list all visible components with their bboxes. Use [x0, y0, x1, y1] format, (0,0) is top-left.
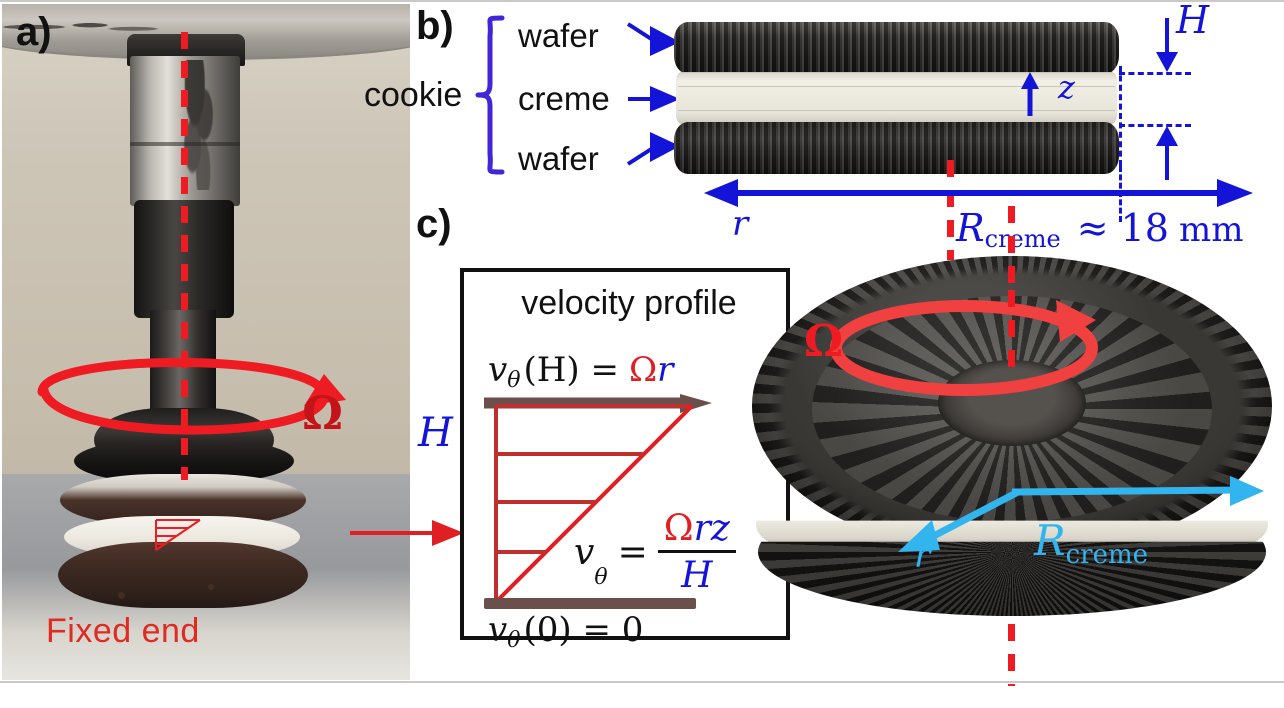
cookie-bottom-wafer-photo [58, 542, 308, 608]
panel-a-label: a) [16, 10, 52, 54]
theta-subscript-bottom: θ [507, 628, 521, 653]
arrow-to-top-wafer-icon [626, 22, 680, 56]
top-boundary-condition: vθ(H) = Ωr [488, 350, 673, 393]
h-arrow-down-icon [1156, 18, 1178, 72]
h-arrow-up-icon [1156, 126, 1178, 180]
rz-numerator: rz [693, 508, 730, 549]
velocity-profile-triangle [494, 404, 694, 604]
panel-b-cross-section: b) cookie wafer creme wafer [364, 0, 1284, 265]
term-wafer-top: wafer [518, 17, 599, 54]
gap-H-label: H [418, 410, 453, 456]
fraction-numerator: Ωrz [657, 508, 736, 553]
panel-a-omega-label: Ω [302, 386, 343, 440]
frame-top-rule [0, 0, 1284, 2]
crumb [118, 592, 125, 599]
bottom-fixed-plate [484, 598, 696, 609]
velocity-profile-title: velocity profile [521, 284, 737, 322]
oreo-axis-bottom [1008, 624, 1015, 686]
Rcreme-arrow-icon [947, 179, 1253, 207]
R-subscript: creme [984, 225, 1061, 253]
equals-sign: = [617, 531, 648, 573]
velocity-profile-box: velocity profile vθ(H) = Ωr [460, 268, 790, 653]
arg-top: (H) = [523, 350, 619, 390]
wafer-bottom-graphic [674, 122, 1119, 174]
arg-bottom: (0) = 0 [523, 610, 644, 650]
z-axis-arrow-icon [1021, 72, 1039, 116]
r-top-rhs: r [657, 350, 674, 390]
oreo-axis-mid [1008, 290, 1015, 372]
fraction-denominator: H [681, 555, 713, 596]
creme-right-edge-dashed [1119, 66, 1122, 166]
v-symbol-bottom: v [488, 610, 508, 650]
theta-subscript-eq: θ [594, 565, 608, 590]
r-arrow-icon [704, 179, 950, 207]
rotation-axis-dashed-line [181, 32, 188, 480]
omega-numerator: Ω [663, 508, 694, 549]
v-symbol-eq: v [574, 531, 595, 573]
omega-top-rhs: Ω [628, 350, 658, 390]
center-axis-dash-panel-b [947, 160, 954, 260]
z-label: z [1058, 68, 1075, 106]
radius-arrows-icon [898, 476, 1264, 552]
oreo-R-symbol: R [1034, 516, 1066, 565]
cookie-bracket-label: cookie [364, 76, 463, 114]
rheometer-upper-plate [2, 4, 410, 60]
bottom-boundary-condition: vθ(0) = 0 [488, 610, 643, 653]
R-symbol: R [956, 206, 985, 250]
frame-bottom-rule [0, 681, 1284, 683]
creme-line [678, 86, 1115, 87]
H-label: H [1176, 0, 1210, 42]
fixed-end-label: Fixed end [46, 612, 200, 650]
radius-units: mm [1178, 210, 1244, 250]
panel-c-velocity-and-3d: c) H velocity profile vθ(H) = Ωr [350, 198, 1284, 698]
oreo-axis-top [1008, 206, 1015, 302]
h-dim-bottom-dashed [1119, 124, 1191, 127]
cookie-sandwich-cross-section [674, 22, 1119, 174]
fraction: Ωrz H [657, 508, 736, 596]
h-dim-top-dashed [1119, 72, 1191, 75]
callout-arrow-icon [350, 520, 464, 546]
term-wafer-bottom: wafer [518, 140, 599, 177]
cookie-brace [475, 15, 505, 175]
crumb [208, 584, 214, 590]
wafer-top-graphic [674, 22, 1119, 74]
creme-line [678, 110, 1115, 111]
radius-approx-value: ≈ 18 [1076, 206, 1169, 250]
arrow-to-bottom-wafer-icon [626, 132, 680, 166]
term-creme: creme [518, 80, 610, 117]
oreo-Rcreme-label: Rcreme [1034, 516, 1148, 570]
inset-velocity-profile-marker [155, 519, 201, 551]
arrow-to-creme-icon [628, 86, 680, 112]
Rcreme-measurement: Rcreme ≈ 18 mm [956, 206, 1243, 253]
theta-subscript-top: θ [507, 368, 521, 393]
velocity-equation: v θ = Ωrz H [574, 508, 736, 596]
creme-edge-dash-lower [1119, 166, 1122, 222]
oreo-R-subscript: creme [1065, 540, 1149, 570]
oreo-r-label: r [914, 536, 931, 576]
oreo-rotation-arrow-icon [830, 300, 1098, 396]
panel-b-label: b) [416, 4, 454, 48]
plate-debris [2, 18, 162, 36]
oreo-omega-label: Ω [804, 316, 844, 367]
oreo-3d-render: Ω r Rcreme [742, 206, 1282, 686]
panel-c-label: c) [416, 202, 452, 246]
panel-a-photograph: Ω Fixed end a) [2, 4, 410, 680]
v-symbol-top: v [488, 350, 508, 390]
r-label: r [732, 204, 749, 244]
creme-layer-graphic [676, 72, 1117, 124]
